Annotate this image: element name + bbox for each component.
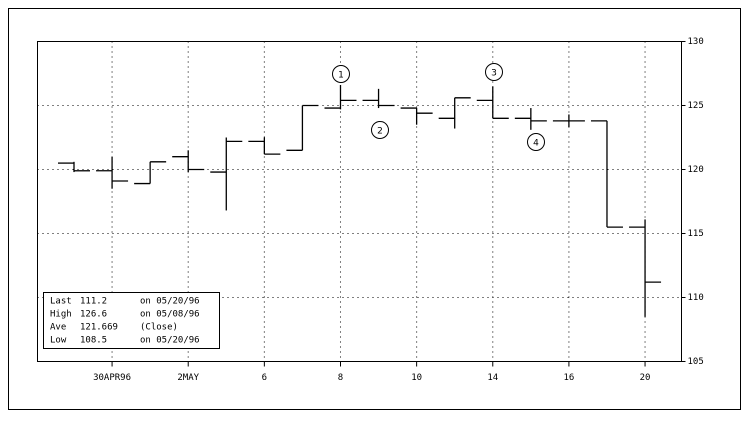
summary-value: 108.5 [80,336,107,346]
x-tick-label: 8 [338,373,343,383]
x-tick-label: 30APR96 [93,373,131,383]
summary-label: Ave [50,323,66,333]
x-tick-label: 14 [487,373,498,383]
annotation-label: 2 [377,127,383,137]
y-tick-label: 125 [688,101,704,111]
x-tick-label: 10 [411,373,422,383]
summary-label: High [50,310,72,320]
y-tick-label: 105 [688,357,704,367]
summary-note: on 05/20/96 [140,297,200,307]
summary-label: Last [50,297,72,307]
y-tick-label: 120 [688,165,704,175]
summary-note: on 05/08/96 [140,310,200,320]
annotation-label: 1 [338,71,344,81]
annotation-circle [371,121,389,139]
annotation-circle [527,133,545,151]
annotation-circle [485,63,503,81]
y-tick-label: 130 [688,37,704,47]
annotation-circle [332,65,350,83]
summary-note: (Close) [140,323,178,333]
annotation-label: 4 [533,139,539,149]
x-tick-label: 6 [262,373,267,383]
summary-value: 121.669 [80,323,118,333]
summary-note: on 05/20/96 [140,336,200,346]
y-tick-label: 110 [688,293,704,303]
frame [8,8,741,410]
summary-value: 126.6 [80,310,107,320]
summary-value: 111.2 [80,297,107,307]
x-tick-label: 2MAY [177,373,199,383]
annotation-label: 3 [491,69,497,79]
summary-box [43,292,220,349]
y-tick-label: 115 [688,229,704,239]
x-tick-label: 20 [640,373,651,383]
x-tick-label: 16 [563,373,574,383]
plot-area [37,41,682,362]
summary-label: Low [50,336,67,346]
